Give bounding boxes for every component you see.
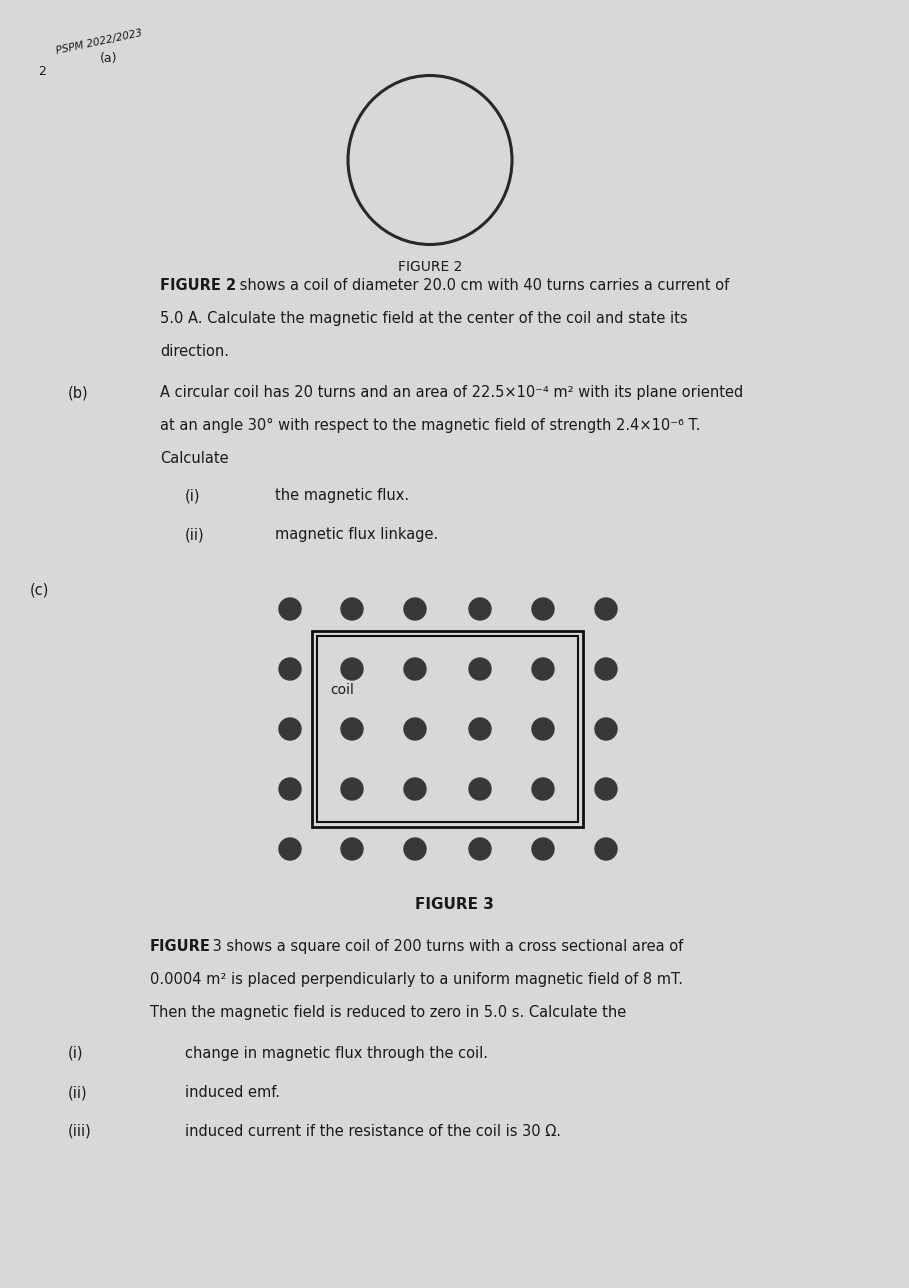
Text: (iii): (iii) <box>68 1124 92 1139</box>
Circle shape <box>341 658 363 680</box>
Text: PSPM 2022/2023: PSPM 2022/2023 <box>55 28 143 57</box>
Text: A circular coil has 20 turns and an area of 22.5×10⁻⁴ m² with its plane oriented: A circular coil has 20 turns and an area… <box>160 385 744 401</box>
Text: magnetic flux linkage.: magnetic flux linkage. <box>275 527 438 542</box>
Circle shape <box>279 717 301 741</box>
Bar <box>317 636 578 822</box>
Circle shape <box>341 598 363 620</box>
Circle shape <box>532 778 554 800</box>
Text: at an angle 30° with respect to the magnetic field of strength 2.4×10⁻⁶ T.: at an angle 30° with respect to the magn… <box>160 419 701 433</box>
Circle shape <box>404 838 426 860</box>
Bar <box>312 631 583 827</box>
Text: the magnetic flux.: the magnetic flux. <box>275 488 409 504</box>
Circle shape <box>595 717 617 741</box>
Text: Calculate: Calculate <box>160 451 229 466</box>
Circle shape <box>279 598 301 620</box>
Circle shape <box>469 838 491 860</box>
Text: 0.0004 m² is placed perpendicularly to a uniform magnetic field of 8 mT.: 0.0004 m² is placed perpendicularly to a… <box>150 972 683 987</box>
Text: 5.0 A. Calculate the magnetic field at the center of the coil and state its: 5.0 A. Calculate the magnetic field at t… <box>160 310 687 326</box>
Text: FIGURE 2: FIGURE 2 <box>398 260 462 274</box>
Circle shape <box>469 658 491 680</box>
Circle shape <box>595 658 617 680</box>
Circle shape <box>404 598 426 620</box>
Text: FIGURE 2: FIGURE 2 <box>160 278 236 292</box>
Text: (b): (b) <box>68 385 88 401</box>
Text: direction.: direction. <box>160 344 229 359</box>
Circle shape <box>595 838 617 860</box>
Circle shape <box>341 778 363 800</box>
Circle shape <box>404 778 426 800</box>
Circle shape <box>341 717 363 741</box>
Text: (c): (c) <box>30 582 49 598</box>
Text: FIGURE 3: FIGURE 3 <box>415 896 494 912</box>
Circle shape <box>469 717 491 741</box>
Circle shape <box>532 838 554 860</box>
Text: (ii): (ii) <box>68 1084 87 1100</box>
Circle shape <box>279 658 301 680</box>
Circle shape <box>595 598 617 620</box>
Circle shape <box>404 717 426 741</box>
Text: shows a coil of diameter 20.0 cm with 40 turns carries a current of: shows a coil of diameter 20.0 cm with 40… <box>235 278 729 292</box>
Text: Then the magnetic field is reduced to zero in 5.0 s. Calculate the: Then the magnetic field is reduced to ze… <box>150 1005 626 1020</box>
Circle shape <box>595 778 617 800</box>
Text: induced current if the resistance of the coil is 30 Ω.: induced current if the resistance of the… <box>185 1124 561 1139</box>
Circle shape <box>469 778 491 800</box>
Text: (i): (i) <box>68 1046 84 1061</box>
Circle shape <box>532 658 554 680</box>
Circle shape <box>532 598 554 620</box>
Text: 2: 2 <box>38 64 45 79</box>
Circle shape <box>341 838 363 860</box>
Text: (i): (i) <box>185 488 201 504</box>
Text: FIGURE: FIGURE <box>150 939 211 954</box>
Circle shape <box>404 658 426 680</box>
Text: (ii): (ii) <box>185 527 205 542</box>
Text: coil: coil <box>330 683 354 697</box>
Text: (a): (a) <box>100 52 117 64</box>
Circle shape <box>469 598 491 620</box>
Circle shape <box>279 778 301 800</box>
Text: 3 shows a square coil of 200 turns with a cross sectional area of: 3 shows a square coil of 200 turns with … <box>208 939 684 954</box>
Text: change in magnetic flux through the coil.: change in magnetic flux through the coil… <box>185 1046 488 1061</box>
Circle shape <box>532 717 554 741</box>
Text: induced emf.: induced emf. <box>185 1084 280 1100</box>
Circle shape <box>279 838 301 860</box>
